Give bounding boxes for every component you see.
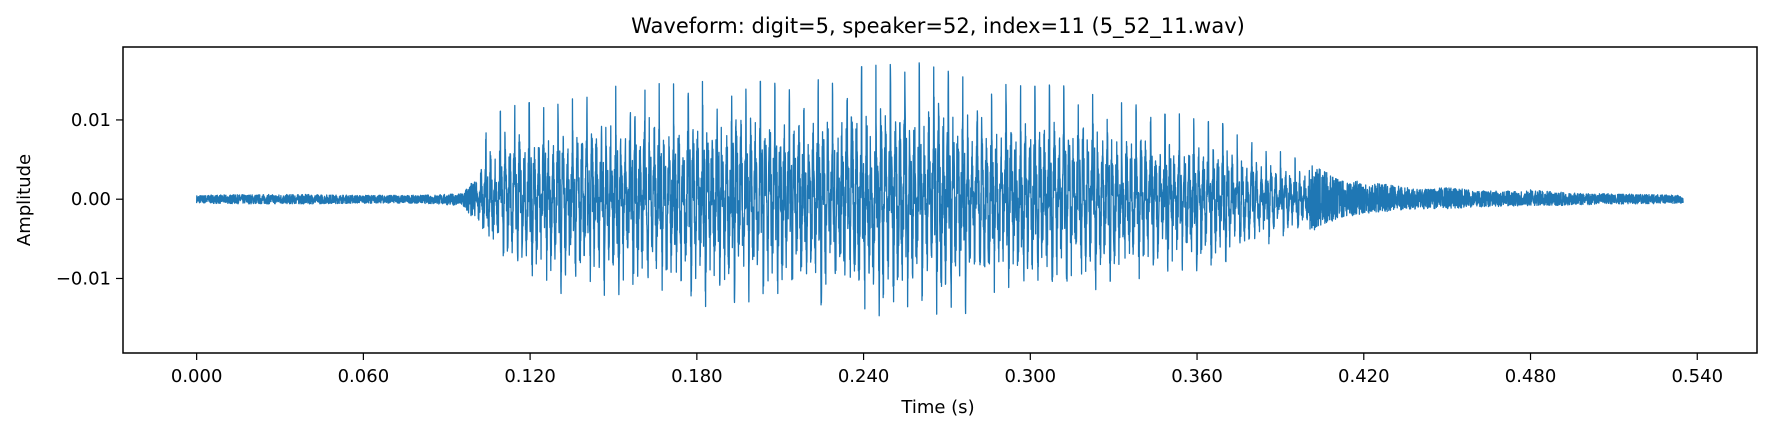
x-tick-label: 0.360: [1171, 366, 1223, 387]
x-tick-label: 0.000: [171, 366, 223, 387]
x-tick-label: 0.240: [838, 366, 890, 387]
y-axis-label: Amplitude: [14, 154, 35, 246]
x-axis-label: Time (s): [900, 397, 974, 418]
x-tick-label: 0.120: [504, 366, 556, 387]
waveform-line: [195, 62, 1684, 317]
x-tick-label: 0.300: [1005, 366, 1057, 387]
waveform-series: [195, 62, 1684, 317]
chart-title: Waveform: digit=5, speaker=52, index=11 …: [631, 14, 1245, 39]
y-tick-label: 0.00: [71, 189, 111, 210]
x-tick-label: 0.060: [338, 366, 390, 387]
y-tick-label: 0.01: [71, 110, 111, 131]
y-tick-label: −0.01: [56, 268, 111, 289]
axes-frame: [122, 46, 1758, 354]
y-axis-ticks: 0.01 0.00 −0.01: [56, 110, 123, 289]
x-tick-label: 0.480: [1505, 366, 1557, 387]
x-tick-label: 0.540: [1671, 366, 1723, 387]
x-tick-label: 0.180: [671, 366, 723, 387]
x-axis-ticks: 0.000 0.060 0.120 0.180 0.240 0.300 0.360 0.420…: [171, 353, 1723, 387]
x-tick-label: 0.420: [1338, 366, 1390, 387]
plot-area: [122, 46, 1758, 354]
